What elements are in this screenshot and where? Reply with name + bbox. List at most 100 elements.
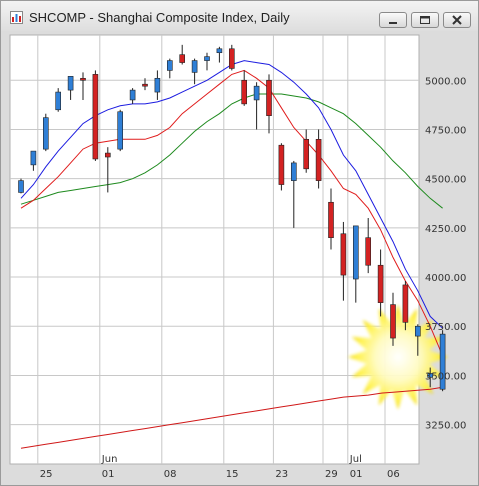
candle-12 (167, 58, 173, 79)
candle-body-2 (42, 117, 49, 150)
x-tick-label-0: 25 (40, 469, 53, 480)
x-tick-label-1: 01 (102, 469, 115, 480)
gridlines (10, 35, 419, 464)
y-tick-label-6: 4750.00 (425, 125, 466, 136)
candle-4 (67, 76, 74, 100)
candle-31 (402, 280, 409, 331)
candle-24 (315, 129, 322, 189)
y-tick-label-5: 4500.00 (425, 175, 466, 186)
candle-body-21 (278, 144, 285, 185)
candle-body-27 (352, 225, 359, 280)
candle-21 (278, 143, 285, 191)
candle-body-17 (229, 48, 235, 69)
x-tick-label-6: 01 (350, 469, 363, 480)
candles (18, 44, 446, 392)
x-tick-label-4: 23 (275, 469, 288, 480)
candle-8 (117, 109, 123, 152)
candle-body-25 (328, 201, 334, 238)
candle-20 (266, 74, 272, 134)
window-title: SHCOMP - Shanghai Composite Index, Daily (29, 10, 290, 25)
close-icon (452, 15, 462, 25)
candle-body-26 (340, 233, 347, 276)
candle-body-13 (179, 54, 185, 63)
x-tick-label-5: 29 (325, 469, 338, 480)
candle-30 (390, 292, 396, 346)
candle-17 (229, 44, 235, 71)
candle-body-28 (365, 237, 372, 266)
candle-body-1 (30, 150, 37, 166)
candle-body-8 (117, 111, 123, 150)
candle-body-23 (303, 138, 310, 170)
candle-body-30 (390, 304, 396, 339)
candle-body-11 (154, 77, 161, 93)
y-tick-label-3: 4000.00 (425, 273, 466, 284)
candle-body-15 (204, 56, 210, 61)
candle-13 (179, 44, 185, 65)
minimize-button[interactable] (379, 12, 407, 28)
candle-34 (439, 330, 446, 392)
plot-area (9, 34, 420, 465)
candle-28 (365, 218, 372, 274)
x-tick-label-2: 08 (164, 469, 177, 480)
candle-5 (80, 72, 86, 100)
starburst-shape (348, 304, 448, 410)
candle-33 (427, 367, 434, 388)
long-ma-line (20, 386, 443, 449)
x-month-label-0: Jun (101, 454, 118, 465)
restore-button[interactable] (411, 12, 439, 28)
y-tick-label-4: 4250.00 (425, 224, 466, 235)
candle-body-10 (142, 83, 148, 87)
y-tick-label-1: 3500.00 (425, 371, 466, 382)
candle-body-14 (191, 60, 198, 73)
candle-11 (154, 70, 161, 100)
slow-ma-line (20, 93, 443, 209)
candle-0 (18, 178, 24, 194)
chart-app-icon (10, 11, 23, 24)
x-axis-tick-labels: 25 01 08 15 23 29 01 06 Jun Jul (40, 454, 400, 480)
candle-14 (191, 58, 198, 85)
candle-body-7 (105, 152, 111, 158)
candle-body-19 (253, 85, 260, 101)
candle-22 (290, 160, 297, 228)
candle-body-12 (167, 60, 173, 71)
x-tick-label-3: 15 (226, 469, 239, 480)
x-tick-label-7: 06 (387, 469, 400, 480)
candle-9 (129, 88, 136, 104)
y-tick-label-7: 5000.00 (425, 76, 466, 87)
candle-29 (377, 249, 384, 317)
candle-body-31 (402, 284, 409, 323)
candle-3 (55, 88, 62, 112)
candle-27 (352, 225, 359, 303)
candle-body-6 (92, 74, 99, 160)
candle-body-18 (241, 79, 247, 105)
candle-32 (414, 324, 421, 356)
candle-body-9 (129, 89, 136, 101)
close-button[interactable] (443, 12, 471, 28)
candle-body-16 (216, 48, 223, 54)
candle-body-34 (439, 333, 446, 390)
candle-6 (92, 70, 99, 161)
candle-body-24 (315, 138, 322, 181)
title-bar[interactable]: SHCOMP - Shanghai Composite Index, Daily (1, 1, 478, 31)
candle-16 (216, 46, 223, 63)
candle-26 (340, 221, 347, 301)
candle-2 (42, 113, 49, 152)
restore-icon (420, 16, 430, 24)
candle-body-20 (266, 79, 272, 116)
candle-7 (105, 147, 111, 193)
y-tick-label-2: 3750.00 (425, 322, 466, 333)
candle-1 (30, 150, 37, 171)
candle-body-3 (55, 91, 62, 111)
candle-10 (142, 78, 148, 91)
y-axis-tick-labels: 3250.00 3500.00 3750.00 4000.00 4250.00 4500.… (425, 76, 466, 431)
candle-body-33 (427, 373, 434, 378)
mid-ma-line (20, 69, 444, 356)
candle-body-22 (290, 162, 297, 181)
candle-body-5 (80, 77, 86, 81)
candle-body-29 (377, 264, 384, 303)
minimize-icon (389, 22, 397, 24)
candle-15 (204, 52, 210, 71)
candle-23 (303, 129, 310, 173)
